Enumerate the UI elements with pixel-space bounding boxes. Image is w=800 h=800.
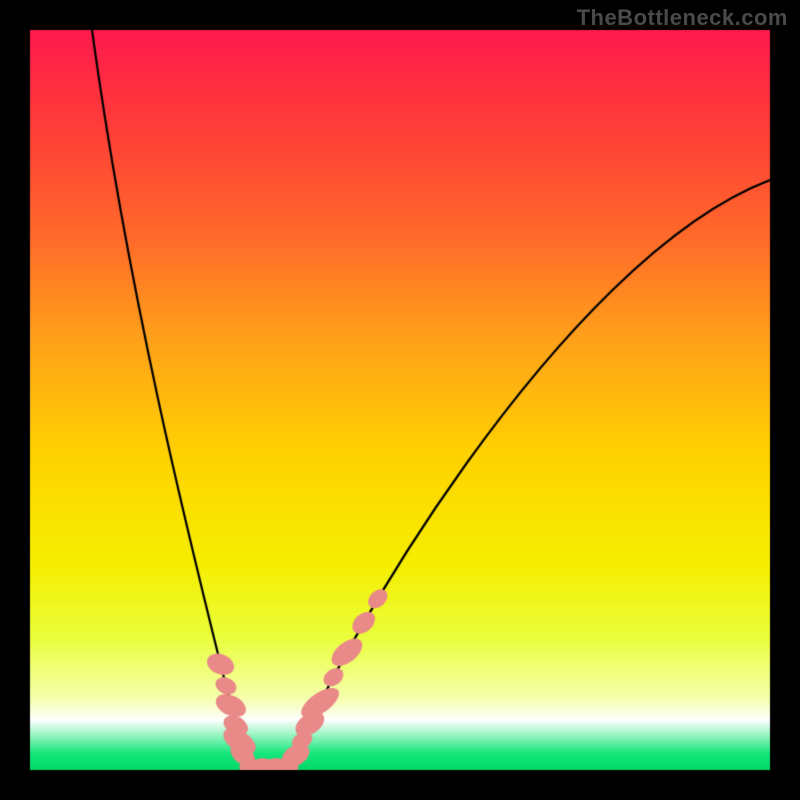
chart-canvas	[0, 0, 800, 800]
chart-root: TheBottleneck.com	[0, 0, 800, 800]
